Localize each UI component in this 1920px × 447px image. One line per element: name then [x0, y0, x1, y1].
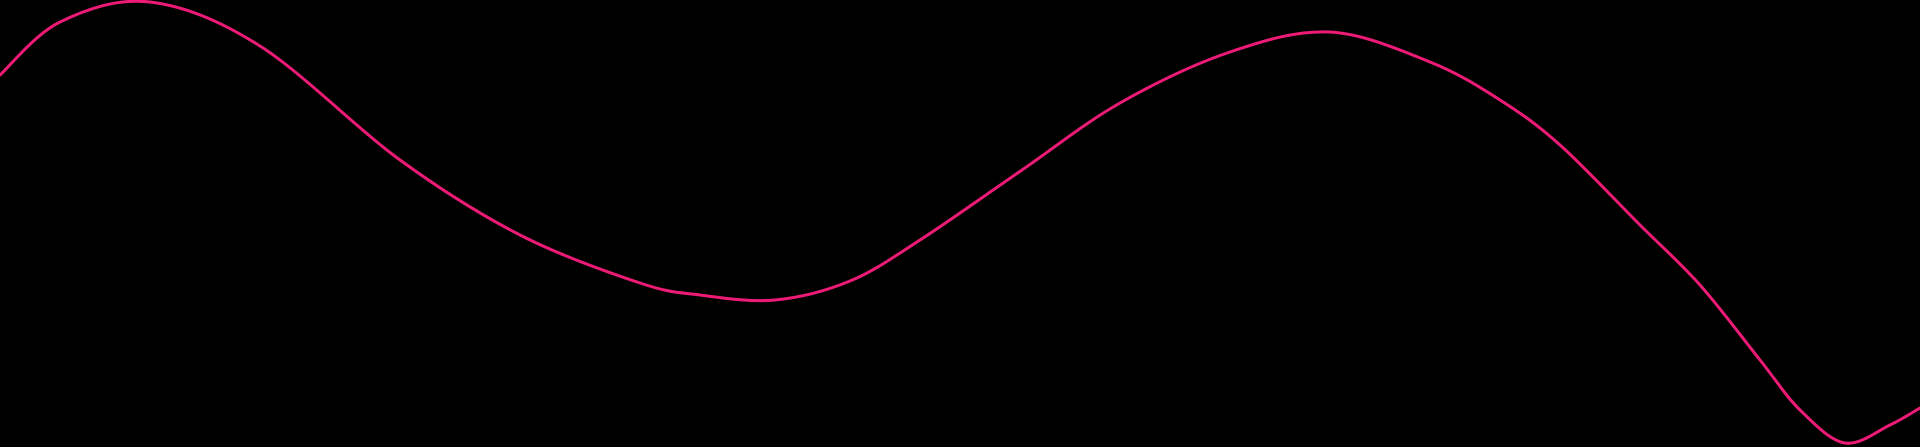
background-rect — [0, 0, 1920, 447]
wave-canvas — [0, 0, 1920, 447]
wave-curve-pink — [0, 0, 1920, 445]
wave-svg — [0, 0, 1920, 447]
